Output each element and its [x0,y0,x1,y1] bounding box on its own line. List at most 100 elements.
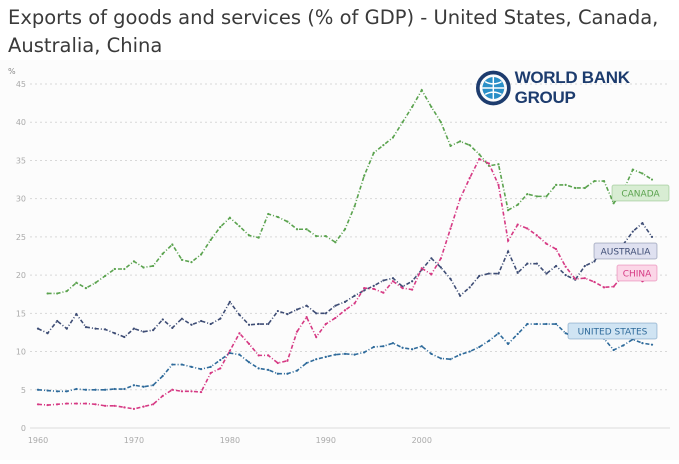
data-point-united-states [171,363,174,366]
data-point-united-states [295,369,299,372]
series-line-united-states [37,323,653,393]
data-point-china [420,267,423,270]
data-point-canada [286,220,289,223]
data-point-united-states [305,361,308,365]
data-point-china [535,234,538,237]
data-point-united-states [468,350,471,353]
data-point-china [401,287,404,290]
data-point-united-states [650,343,654,346]
data-point-australia [459,294,462,297]
data-point-china [36,403,40,406]
data-point-australia [353,294,356,297]
data-point-australia [516,271,519,274]
data-point-australia [123,335,126,339]
data-point-canada [228,216,231,219]
data-point-canada [363,174,366,177]
series-label-box-united-states [567,322,658,340]
data-point-china [247,342,251,346]
data-point-australia [286,312,289,316]
data-point-australia [334,304,337,307]
data-point-australia [238,313,241,316]
series-label-box-australia [593,242,658,260]
y-tick-label: 25 [16,233,26,242]
data-point-australia [343,300,347,303]
data-point-australia [583,264,586,268]
x-tick-label: 1980 [220,436,240,445]
data-point-canada [152,264,155,268]
data-point-china [209,371,212,375]
data-point-united-states [132,384,136,387]
data-point-united-states [161,374,164,378]
data-point-australia [104,328,107,331]
data-point-canada [535,195,538,198]
data-point-australia [449,277,452,281]
data-point-china [382,291,385,294]
data-point-australia [247,323,251,326]
data-point-canada [343,228,347,231]
series-label-china: CHINA [623,270,652,280]
data-point-united-states [526,322,529,326]
data-point-canada [420,89,423,92]
data-point-canada [84,287,88,290]
data-point-united-states [276,372,279,375]
data-point-australia [75,312,78,316]
data-point-united-states [411,348,414,351]
data-point-china [516,223,519,226]
data-point-canada [411,105,414,109]
data-point-united-states [247,361,251,364]
data-point-china [468,176,471,180]
data-point-australia [228,300,231,303]
data-point-united-states [267,368,270,372]
data-point-united-states [535,322,538,326]
data-point-australia [305,304,308,307]
data-point-australia [497,272,500,275]
data-point-australia [468,286,471,289]
data-point-china [506,239,510,242]
data-point-canada [219,225,222,229]
data-point-china [545,242,548,245]
data-point-united-states [497,332,500,335]
data-point-china [171,388,174,391]
data-point-canada [123,267,126,271]
data-point-united-states [382,345,385,348]
data-point-china [267,354,270,357]
data-point-united-states [478,345,481,349]
series-label-canada: CANADA [621,190,660,200]
series-label-box-canada [611,184,670,202]
data-point-china [123,406,126,409]
x-tick-label: 2000 [412,436,432,445]
data-point-canada [267,212,270,216]
series-label-united-states: UNITED STATES [578,328,648,338]
data-point-china [334,316,337,320]
data-point-canada [478,153,481,156]
data-point-united-states [439,357,443,360]
data-point-australia [363,289,366,292]
data-point-china [430,273,433,276]
data-point-australia [564,274,567,277]
data-point-united-states [238,353,241,356]
data-point-australia [199,319,203,323]
data-point-china [315,335,318,339]
data-point-united-states [104,388,107,391]
data-point-china [478,157,481,161]
data-point-australia [84,325,88,329]
y-tick-label: 35 [16,156,26,165]
data-point-china [152,403,155,406]
data-point-united-states [209,365,212,368]
data-point-canada [295,228,299,231]
data-point-australia [391,277,395,280]
globe-icon [476,70,511,106]
data-point-australia [295,308,299,311]
data-point-australia [478,274,481,277]
data-point-united-states [506,342,510,346]
data-point-united-states [190,365,193,368]
data-point-china [190,390,193,393]
data-point-china [84,402,88,405]
data-point-china [526,227,529,230]
data-point-united-states [449,358,452,361]
data-point-china [180,390,184,393]
data-point-united-states [286,372,289,375]
x-tick-label: 1960 [28,436,48,445]
y-tick-label: 10 [16,348,26,357]
data-point-china [257,354,260,357]
